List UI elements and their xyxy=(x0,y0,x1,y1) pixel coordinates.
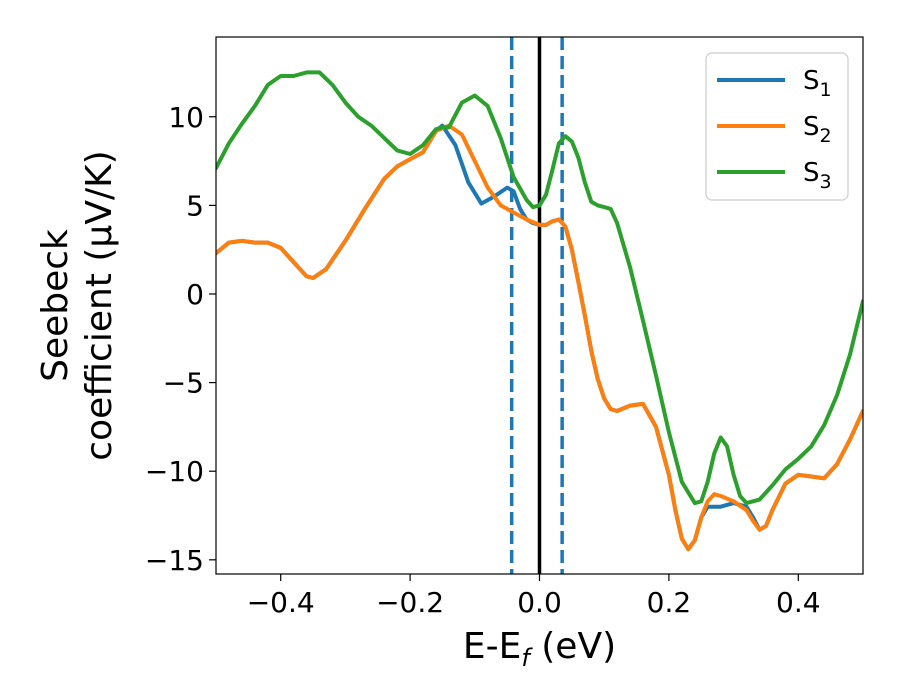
y-tick-label: −5 xyxy=(163,367,204,400)
legend-label-s2: S2 xyxy=(803,112,832,147)
y-tick-label: 10 xyxy=(168,101,204,134)
x-tick-label: −0.2 xyxy=(376,586,444,619)
reference-lines xyxy=(509,37,564,574)
x-tick-label: 0.0 xyxy=(517,586,562,619)
series-line-s2 xyxy=(216,123,863,552)
legend-label-s1: S1 xyxy=(803,66,832,101)
legend: S1 S2 S3 xyxy=(705,52,849,201)
y-axis-label: Seebeckcoefficient (μV/K) xyxy=(35,150,120,460)
axis-ticks: −0.4 −0.2 0.0 0.2 0.4 −15 −10 −5 0 5 10 xyxy=(145,101,821,619)
y-tick-label: −10 xyxy=(145,455,204,488)
y-tick-label: −15 xyxy=(145,544,204,577)
y-tick-label: 5 xyxy=(186,189,204,222)
series-lines xyxy=(216,70,863,552)
x-axis-label: E-Ef (eV) xyxy=(463,626,616,672)
x-tick-label: 0.4 xyxy=(776,586,821,619)
series-line-s3 xyxy=(216,70,863,506)
y-tick-label: 0 xyxy=(186,278,204,311)
x-tick-label: 0.2 xyxy=(647,586,692,619)
x-tick-label: −0.4 xyxy=(247,586,315,619)
legend-label-s3: S3 xyxy=(803,158,832,193)
